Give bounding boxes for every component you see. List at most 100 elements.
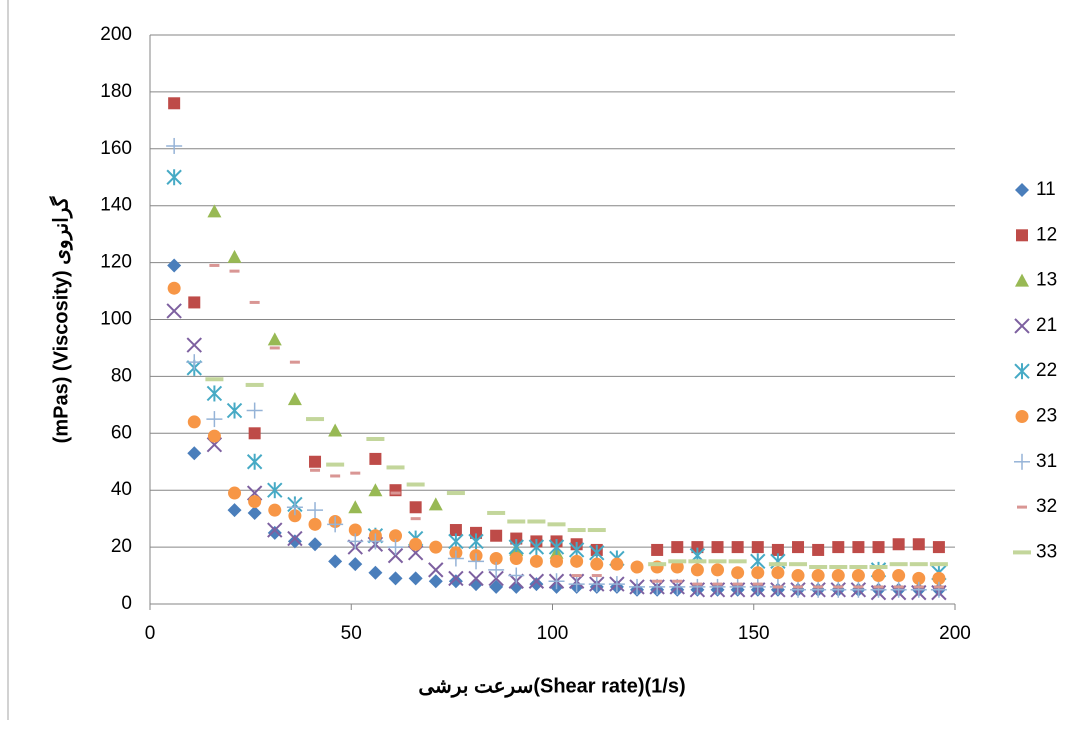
marker-shape [732,582,743,586]
legend-marker [1014,363,1030,380]
point [771,543,784,556]
marker-shape [330,474,341,478]
marker-shape [207,429,221,443]
marker-shape [892,538,905,551]
point [449,524,462,537]
point [550,554,564,568]
point [188,296,201,309]
point [387,547,404,564]
point [227,503,242,518]
marker-shape [909,562,928,567]
marker-shape [590,557,604,571]
marker-shape [889,562,908,567]
point [751,541,764,554]
point [793,585,804,589]
point [772,585,783,589]
marker-shape [490,529,503,542]
marker-shape [205,377,224,382]
point [409,501,422,514]
point [488,561,505,578]
marker-shape [711,541,724,554]
marker-shape [893,585,904,589]
marker-shape [1015,410,1029,423]
point [548,573,565,590]
point [833,585,844,589]
point [428,562,444,578]
point [789,562,808,567]
marker-shape [731,541,744,554]
marker-shape [268,503,282,517]
point [692,582,703,586]
marker-shape [389,529,403,543]
marker-shape [1014,318,1030,334]
point [873,585,884,589]
marker-shape [328,554,343,569]
point [207,204,222,218]
point [168,97,181,110]
marker-shape [187,446,202,461]
marker-shape [446,491,465,496]
point [648,562,667,567]
point [267,522,283,538]
marker-shape [489,579,504,594]
point [428,497,443,511]
point [892,538,905,551]
point [448,574,463,589]
point [830,581,847,598]
point [447,550,464,567]
point [246,453,263,470]
point [768,562,787,567]
point [167,258,182,273]
x-tick-label: 150 [738,623,770,644]
legend-marker [1015,273,1029,287]
marker-shape [610,557,624,571]
point [912,538,925,551]
legend-label: 32 [1036,496,1057,517]
marker-shape [529,554,543,568]
marker-shape [245,382,264,387]
marker-shape [529,577,544,592]
marker-shape [912,538,925,551]
y-tick-label: 0 [121,593,132,614]
point [791,569,805,583]
marker-shape [809,565,828,570]
marker-shape [369,452,382,465]
point [933,585,944,589]
point [489,551,503,565]
point [852,541,865,554]
point [870,581,887,598]
marker-shape [670,560,684,574]
marker-shape [287,530,303,547]
marker-shape [752,582,763,586]
marker-shape [328,423,343,437]
marker-shape [851,569,865,583]
point [166,169,182,186]
marker-shape [448,570,464,587]
point [810,581,827,598]
marker-shape [567,528,586,533]
marker-shape [547,522,566,527]
marker-shape [791,569,805,583]
marker-shape [310,468,321,472]
point [608,576,625,593]
point [166,137,183,154]
marker-shape [489,551,503,565]
y-tick-label: 60 [111,422,132,443]
point [590,557,604,571]
point [248,427,261,440]
marker-shape [831,569,845,583]
marker-shape [829,565,848,570]
marker-shape [248,427,261,440]
x-tick-label: 100 [537,623,569,644]
marker-shape [348,557,363,572]
point [386,465,405,470]
point [510,532,523,545]
legend-label: 23 [1036,406,1057,427]
marker-shape [708,559,727,564]
point [893,585,904,589]
point [206,385,223,402]
point [410,517,421,521]
marker-shape [449,524,462,537]
point [708,559,727,564]
marker-shape [188,296,201,309]
